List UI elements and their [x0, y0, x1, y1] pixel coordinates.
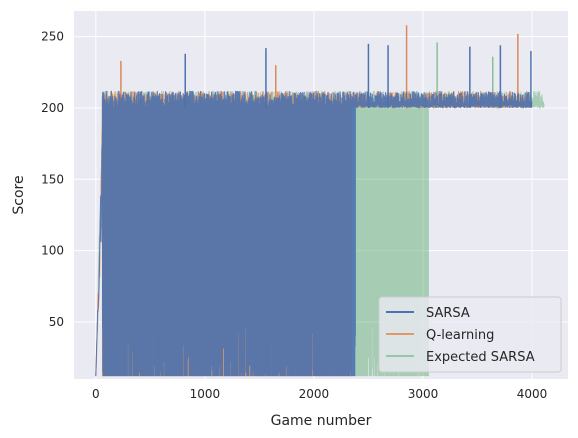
x-tick-label: 1000: [190, 387, 221, 401]
x-tick-label: 3000: [408, 387, 439, 401]
legend-box: [378, 296, 562, 373]
series-layer: [95, 25, 545, 377]
x-tick-label: 2000: [299, 387, 330, 401]
series-line-sarsa: [95, 90, 533, 377]
y-tick-label: 200: [41, 101, 64, 115]
legend: SARSA Q-learning Expected SARSA: [378, 296, 562, 373]
legend-label-expected-sarsa: Expected SARSA: [426, 350, 535, 365]
legend-label-q-learning: Q-learning: [426, 328, 494, 343]
y-tick-label: 150: [41, 172, 64, 186]
legend-label-sarsa: SARSA: [426, 306, 470, 321]
x-axis-label: Game number: [271, 413, 372, 429]
y-tick-label: 50: [49, 315, 64, 329]
x-tick-label: 4000: [517, 387, 548, 401]
y-tick-label: 250: [41, 30, 64, 44]
x-tick-label: 0: [92, 387, 100, 401]
tick-labels: 0 1000 2000 3000 4000 50 100 150 200 250: [41, 30, 547, 401]
y-axis-label: Score: [11, 175, 27, 214]
y-tick-label: 100: [41, 244, 64, 258]
